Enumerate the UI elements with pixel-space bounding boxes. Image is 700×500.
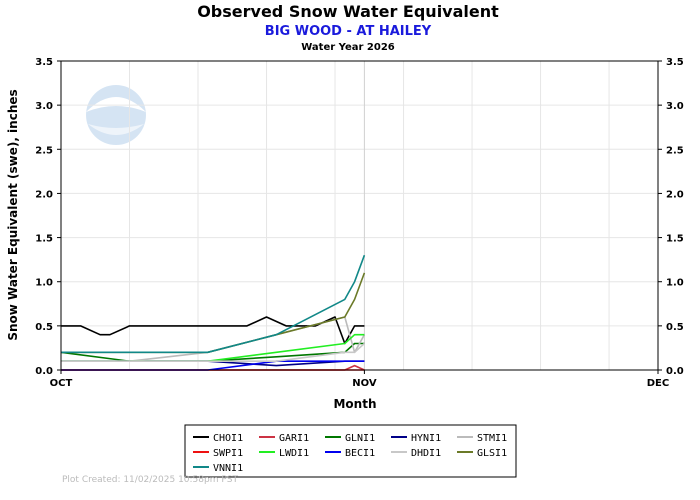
y-tick-label: 0.0 — [35, 366, 53, 377]
legend-label-gari1: GARI1 — [279, 433, 309, 444]
y-tick-label: 1.0 — [35, 278, 53, 289]
legend-label-lwdi1: LWDI1 — [279, 448, 309, 459]
y-tick-label-right: 0.5 — [666, 322, 684, 333]
y-tick-label: 2.0 — [35, 189, 53, 200]
legend-label-dhdi1: DHDI1 — [411, 448, 441, 459]
axis-ticks: 0.0 0.0 0.5 0.5 1.0 1.0 1.5 1.5 2.0 2.0 2.5 2.5 3.0 3… — [35, 57, 683, 389]
series-line-lwdi1 — [61, 333, 365, 363]
plot-created-footer: Plot Created: 11/02/2025 10:58pm PST — [62, 475, 238, 485]
x-tick-label: DEC — [647, 378, 669, 389]
x-tick-label: NOV — [352, 378, 377, 389]
legend-label-beci1: BECI1 — [345, 448, 375, 459]
water-year-label: Water Year 2026 — [301, 42, 395, 53]
legend-label-stmi1: STMI1 — [477, 433, 507, 444]
y-tick-label: 0.5 — [35, 322, 53, 333]
plot-frame — [60, 60, 659, 371]
y-tick-label: 3.5 — [35, 57, 53, 68]
y-tick-label-right: 2.5 — [666, 145, 684, 156]
series-line-dhdi1 — [61, 342, 365, 363]
y-tick-label: 1.5 — [35, 234, 53, 245]
series-line-vnni1 — [61, 254, 366, 354]
y-axis-title: Snow Water Equivalent (swe), inches — [6, 89, 20, 340]
y-tick-label-right: 2.0 — [666, 189, 684, 200]
chart-title: Observed Snow Water Equivalent — [197, 2, 499, 21]
y-tick-label: 2.5 — [35, 145, 53, 156]
noaa-logo — [86, 85, 146, 145]
series-line-choi1 — [61, 316, 365, 345]
y-tick-label: 3.0 — [35, 101, 53, 112]
x-axis-title: Month — [333, 397, 376, 411]
y-tick-label-right: 0.0 — [666, 366, 684, 377]
legend-label-swpi1: SWPI1 — [213, 448, 243, 459]
chart-subtitle: BIG WOOD - AT HAILEY — [265, 24, 432, 39]
grid — [60, 60, 659, 371]
legend-label-vnni1: VNNI1 — [213, 463, 243, 474]
y-tick-label-right: 3.5 — [666, 57, 684, 68]
legend-label-glni1: GLNI1 — [345, 433, 375, 444]
y-tick-label-right: 1.5 — [666, 234, 684, 245]
y-tick-label-right: 1.0 — [666, 278, 684, 289]
legend-label-glsi1: GLSI1 — [477, 448, 507, 459]
x-tick-label: OCT — [50, 378, 73, 389]
legend-label-choi1: CHOI1 — [213, 433, 243, 444]
legend: CHOI1 GARI1 GLNI1 HYNI1 STMI1 SWPI1 LWDI1 BECI1… — [193, 433, 507, 474]
y-tick-label-right: 3.0 — [666, 101, 684, 112]
series-lines — [60, 254, 366, 371]
legend-label-hyni1: HYNI1 — [411, 433, 441, 444]
